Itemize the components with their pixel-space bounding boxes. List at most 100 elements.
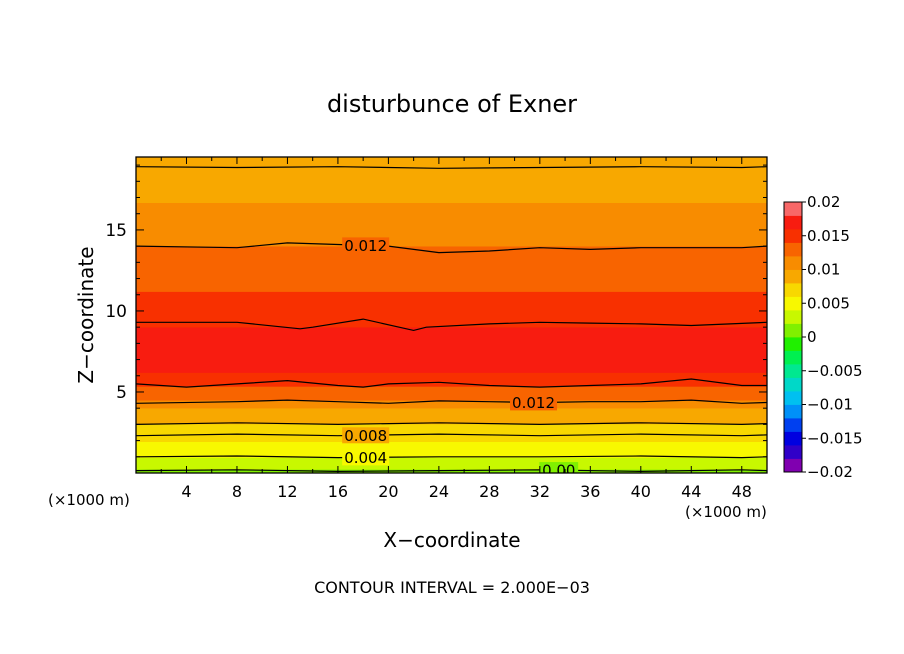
contour-band — [136, 313, 767, 316]
contour-band — [136, 245, 767, 249]
colorbar-swatch — [784, 391, 802, 405]
contour-band — [136, 249, 767, 253]
contour-band — [136, 413, 767, 417]
contour-band — [136, 315, 767, 318]
contour-band — [136, 210, 767, 213]
colorbar-tick-label: −0.02 — [807, 463, 853, 481]
contour-band — [136, 370, 767, 373]
contour-band — [136, 338, 767, 342]
contour-band — [136, 234, 767, 237]
contour-label: 0.008 — [342, 427, 390, 445]
contour-band — [136, 212, 767, 215]
plot-frame — [135, 156, 768, 474]
contour-band — [136, 267, 767, 271]
contour-label: 0.004 — [342, 449, 390, 467]
contour-band — [136, 198, 767, 202]
contour-band — [136, 192, 767, 196]
contour-band — [136, 243, 767, 247]
contour-band — [136, 394, 767, 397]
colorbar-swatch — [784, 242, 802, 257]
contour-band — [136, 299, 767, 302]
contour-band — [136, 178, 767, 182]
contour-band — [136, 384, 767, 387]
contour-band — [136, 170, 767, 174]
contour-band — [136, 441, 767, 444]
contour-band — [136, 208, 767, 211]
contour-band — [136, 356, 767, 360]
contour-band — [136, 253, 767, 257]
colorbar-tick-label: 0.005 — [807, 294, 850, 312]
contour-band — [136, 174, 767, 178]
contour-band — [136, 265, 767, 269]
contour-band — [136, 407, 767, 411]
contour-band — [136, 216, 767, 219]
contour-band — [136, 157, 767, 160]
contour-band — [136, 226, 767, 229]
y-axis-label: Z−coordinate — [74, 246, 98, 383]
contour-band — [136, 305, 767, 308]
contour-label-bg — [342, 237, 390, 254]
contour-band — [136, 342, 767, 346]
contour-band — [136, 176, 767, 180]
contour-band — [136, 417, 767, 421]
contour-label-text: 0.00 — [542, 462, 575, 480]
contour-band — [136, 224, 767, 227]
x-tick-label: 24 — [429, 482, 449, 501]
contour-band — [136, 186, 767, 190]
contour-band — [136, 328, 767, 332]
colorbar-swatch — [784, 202, 802, 216]
contour-band — [136, 451, 767, 454]
contour-lines: 0.00 0.004 0.008 0.012 0.012 — [136, 166, 767, 480]
contour-band — [136, 405, 767, 409]
contour-band — [136, 401, 767, 405]
contour-band — [136, 158, 767, 162]
contour-band — [136, 403, 767, 407]
colorbar-tick-label: 0.02 — [807, 193, 840, 211]
contour-band — [136, 471, 767, 473]
colorbar-swatch — [784, 431, 802, 446]
contour-band — [136, 439, 767, 442]
colorbar-tick-label: −0.015 — [807, 429, 863, 447]
contour-band — [136, 236, 767, 239]
contour-line — [136, 166, 767, 169]
contour-band — [136, 180, 767, 184]
contour-band — [136, 232, 767, 235]
contour-line — [136, 399, 767, 404]
contour-band — [136, 160, 767, 164]
contour-band — [136, 443, 767, 446]
contour-line — [136, 422, 767, 426]
contour-band — [136, 372, 767, 375]
contour-band — [136, 332, 767, 336]
contour-band — [136, 301, 767, 304]
colorbar-swatch — [784, 310, 802, 324]
contour-band — [136, 435, 767, 439]
contour-line — [136, 318, 767, 332]
contour-band — [136, 289, 767, 292]
contour-band — [136, 200, 767, 204]
contour-band — [136, 380, 767, 383]
contour-band — [136, 293, 767, 296]
contour-band — [136, 291, 767, 294]
contour-label: 0.00 — [539, 462, 579, 480]
contour-band — [136, 295, 767, 298]
contour-band — [136, 397, 767, 401]
contour-band — [136, 352, 767, 356]
x-tick-label: 16 — [328, 482, 348, 501]
contour-band — [136, 465, 767, 468]
contour-band — [136, 411, 767, 415]
contour-band — [136, 437, 767, 441]
contour-band — [136, 368, 767, 371]
contour-band — [136, 196, 767, 200]
colorbar-tick-label: 0.015 — [807, 227, 850, 245]
contour-band — [136, 427, 767, 431]
contour-band — [136, 348, 767, 352]
contour-band — [136, 220, 767, 223]
colorbar-swatch — [784, 404, 802, 419]
contour-band — [136, 281, 767, 284]
contour-band — [136, 257, 767, 261]
x-tick-label: 40 — [631, 482, 651, 501]
contour-band — [136, 303, 767, 306]
x-tick-label: 12 — [277, 482, 297, 501]
contour-band — [136, 425, 767, 429]
